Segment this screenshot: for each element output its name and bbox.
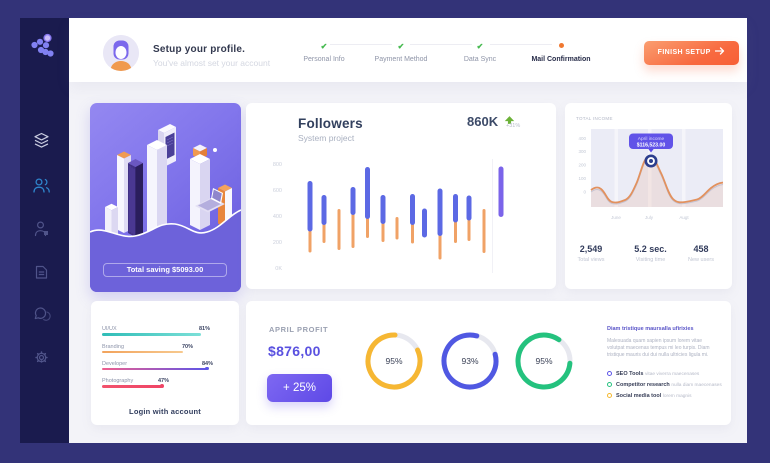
svg-text:100: 100 bbox=[578, 176, 586, 181]
svg-text:April income: April income bbox=[638, 136, 665, 142]
svg-text:800: 800 bbox=[273, 162, 282, 168]
svg-text:0: 0 bbox=[583, 190, 586, 195]
svg-text:$116,523.00: $116,523.00 bbox=[637, 143, 666, 149]
svg-text:300: 300 bbox=[578, 149, 586, 154]
svg-text:0K: 0K bbox=[275, 266, 282, 272]
svg-text:600: 600 bbox=[273, 188, 282, 194]
svg-text:200: 200 bbox=[273, 240, 282, 246]
svg-text:400: 400 bbox=[578, 136, 586, 141]
svg-text:400: 400 bbox=[273, 214, 282, 220]
svg-text:July: July bbox=[645, 215, 654, 220]
svg-text:June: June bbox=[611, 215, 621, 220]
svg-text:200: 200 bbox=[578, 163, 586, 168]
svg-text:Augt: Augt bbox=[679, 215, 689, 220]
